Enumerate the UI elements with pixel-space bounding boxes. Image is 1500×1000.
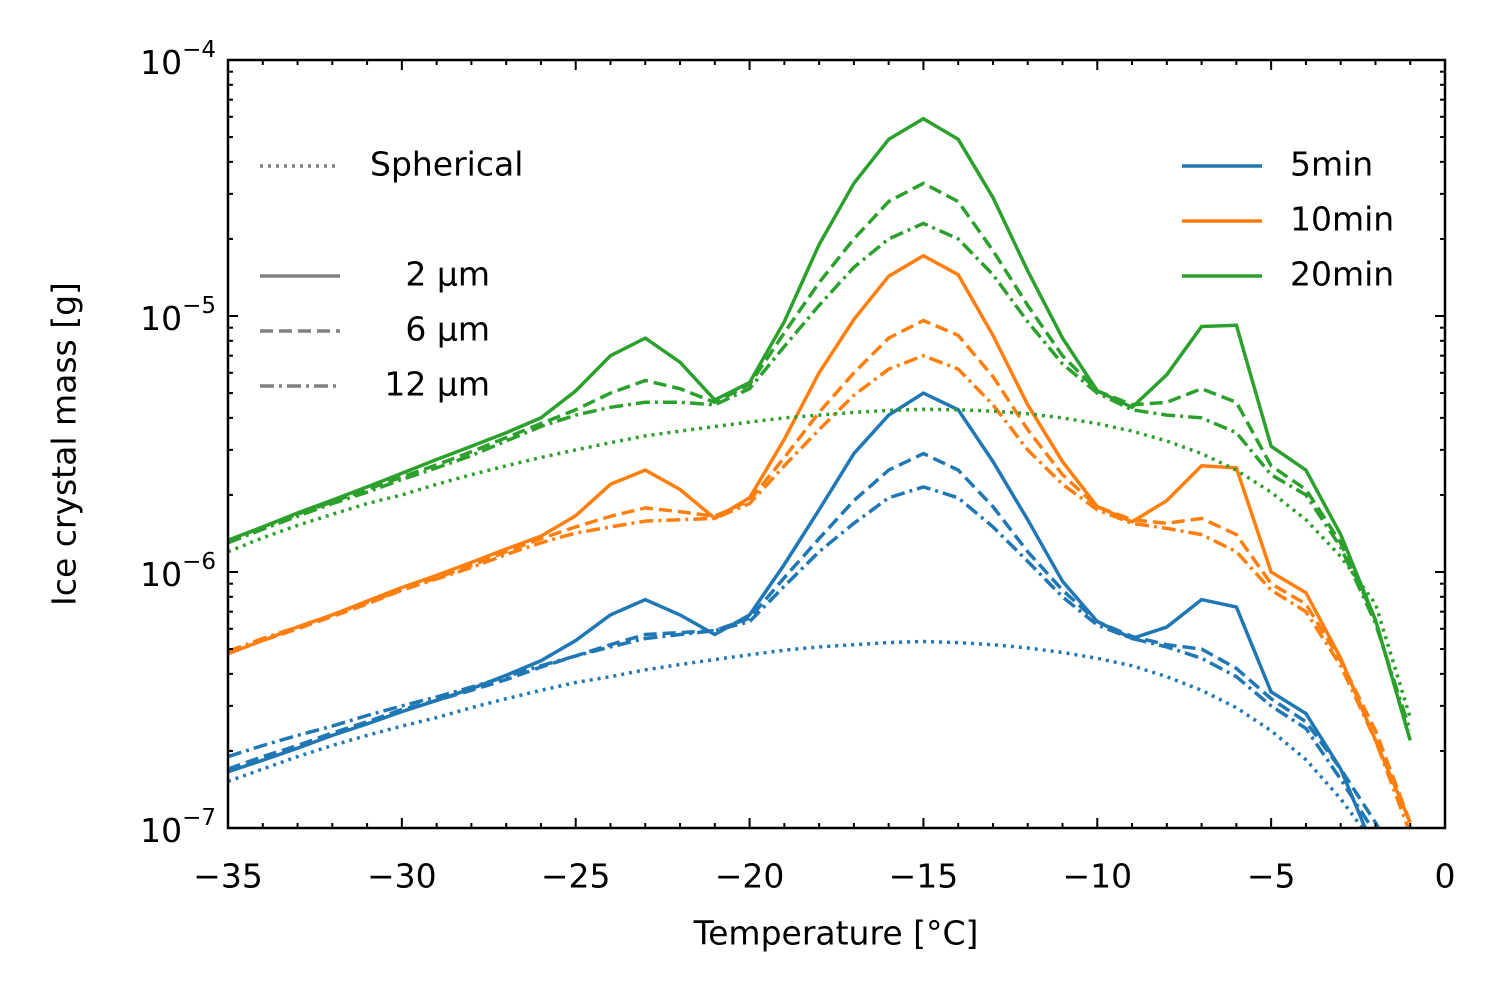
legend-label: 5min xyxy=(1290,145,1373,184)
y-tick-exponent: −5 xyxy=(182,293,216,319)
legend-label: Spherical xyxy=(370,145,523,184)
y-tick-label: 10−6 xyxy=(140,549,216,594)
x-tick-label: −25 xyxy=(541,857,611,896)
data-line xyxy=(228,639,1365,828)
data-line xyxy=(228,116,1412,741)
y-tick-exponent: −7 xyxy=(182,805,216,831)
data-line xyxy=(228,253,1412,824)
legend-label: 6 µm xyxy=(405,310,490,349)
x-axis-label: Temperature [°C] xyxy=(693,914,979,953)
y-tick-base: 10 xyxy=(140,43,182,82)
data-line xyxy=(228,353,1410,828)
legend-label: 12 µm xyxy=(384,365,490,404)
legend-label: 10min xyxy=(1290,200,1394,239)
y-tick-base: 10 xyxy=(140,811,182,850)
x-tick-label: −10 xyxy=(1062,857,1132,896)
legend-label: 2 µm xyxy=(405,255,490,294)
y-tick-exponent: −4 xyxy=(182,37,216,63)
y-axis-label: Ice crystal mass [g] xyxy=(45,282,84,606)
x-tick-label: 0 xyxy=(1435,857,1456,896)
y-tick-label: 10−5 xyxy=(140,293,216,338)
x-tick-label: −35 xyxy=(193,857,263,896)
data-line xyxy=(228,451,1381,828)
y-tick-label: 10−7 xyxy=(140,805,216,850)
data-line xyxy=(228,181,1412,741)
x-tick-label: −30 xyxy=(367,857,437,896)
y-tick-label: 10−4 xyxy=(140,37,216,82)
y-tick-exponent: −6 xyxy=(182,549,216,575)
x-tick-label: −15 xyxy=(889,857,959,896)
data-line xyxy=(228,485,1374,828)
data-line xyxy=(228,407,1412,719)
legend-label: 20min xyxy=(1290,255,1394,294)
x-tick-label: −5 xyxy=(1247,857,1296,896)
data-line xyxy=(228,391,1368,828)
x-tick-label: −20 xyxy=(715,857,785,896)
data-line xyxy=(228,221,1412,732)
y-tick-base: 10 xyxy=(140,299,182,338)
plot-frame xyxy=(226,58,1447,830)
y-tick-base: 10 xyxy=(140,555,182,594)
plot-area xyxy=(228,116,1412,828)
